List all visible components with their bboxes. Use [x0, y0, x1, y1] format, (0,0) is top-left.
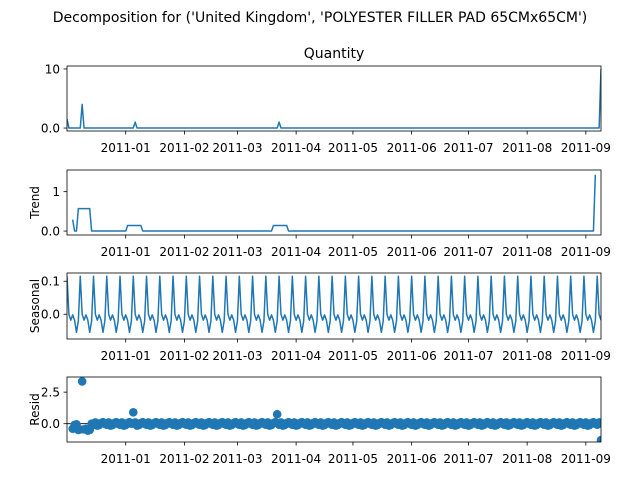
quantity-series-line — [67, 68, 601, 129]
seasonal-x-tick-label: 2011-06 — [387, 349, 437, 363]
seasonal-y-tick-label: 0.0 — [41, 308, 60, 322]
seasonal-x-tick-label: 2011-04 — [271, 349, 321, 363]
quantity-axes-frame — [66, 65, 602, 132]
seasonal-x-tick-label: 2011-01 — [101, 349, 151, 363]
resid-point — [594, 418, 601, 427]
trend-y-tick-label: 0.0 — [41, 224, 60, 238]
resid-y-axis-label: Resid — [28, 393, 42, 425]
seasonal-x-tick-label: 2011-09 — [561, 349, 611, 363]
quantity-x-tick-label: 2011-02 — [159, 141, 209, 155]
seasonal-x-tick-label: 2011-05 — [328, 349, 378, 363]
resid-axes-frame — [66, 376, 602, 443]
quantity-x-tick-label: 2011-06 — [387, 141, 437, 155]
resid-x-tick-label: 2011-05 — [328, 452, 378, 466]
resid-y-tick-label: 2.5 — [41, 385, 60, 399]
seasonal-panel: 0.0 0.1 2011-01 2011-02 2011-03 2011-04 2011-0… — [28, 272, 611, 363]
resid-x-tick-label: 2011-04 — [271, 452, 321, 466]
seasonal-x-tick-label: 2011-03 — [212, 349, 262, 363]
resid-point — [85, 425, 95, 435]
figure-suptitle: Decomposition for ('United Kingdom', 'PO… — [53, 10, 588, 26]
trend-x-tick-label: 2011-03 — [212, 245, 262, 259]
trend-x-tick-label: 2011-08 — [502, 245, 552, 259]
seasonal-axes-frame — [66, 272, 602, 340]
quantity-x-tick-label: 2011-01 — [101, 141, 151, 155]
seasonal-x-tick-label: 2011-07 — [443, 349, 493, 363]
trend-x-tick-label: 2011-09 — [561, 245, 611, 259]
quantity-x-tick-label: 2011-08 — [502, 141, 552, 155]
resid-x-tick-label: 2011-08 — [502, 452, 552, 466]
seasonal-y-axis-label: Seasonal — [28, 279, 42, 333]
resid-y-tick-label: 0.0 — [41, 417, 60, 431]
trend-axes-frame — [66, 169, 602, 236]
quantity-title: Quantity — [304, 46, 365, 62]
trend-x-tick-label: 2011-07 — [443, 245, 493, 259]
resid-x-tick-label: 2011-02 — [159, 452, 209, 466]
trend-plot-area — [71, 174, 597, 232]
seasonal-y-tick-label: 0.1 — [41, 275, 60, 289]
resid-point — [272, 409, 282, 419]
resid-panel: 0.0 2.5 2011-01 2011-02 2011-03 2011-04 2011-0… — [28, 376, 611, 466]
quantity-panel: 0.0 10 2011-01 2011-02 2011-03 2011-04 2011-05… — [41, 46, 611, 155]
trend-y-tick-label: 1 — [52, 185, 60, 199]
trend-x-tick-label: 2011-05 — [328, 245, 378, 259]
trend-x-tick-label: 2011-06 — [387, 245, 437, 259]
resid-x-tick-label: 2011-03 — [212, 452, 262, 466]
quantity-x-tick-label: 2011-07 — [443, 141, 493, 155]
resid-x-tick-label: 2011-01 — [101, 452, 151, 466]
trend-x-tick-label: 2011-02 — [159, 245, 209, 259]
quantity-plot-area — [67, 68, 601, 129]
seasonal-x-tick-label: 2011-08 — [502, 349, 552, 363]
resid-point — [128, 408, 138, 417]
seasonal-series-line — [67, 275, 601, 334]
quantity-x-tick-label: 2011-04 — [271, 141, 321, 155]
trend-x-tick-label: 2011-01 — [101, 245, 151, 259]
resid-x-tick-label: 2011-06 — [387, 452, 437, 466]
seasonal-x-tick-label: 2011-02 — [159, 349, 209, 363]
trend-panel: 0.0 1 2011-01 2011-02 2011-03 2011-04 2011-05 2… — [28, 169, 611, 259]
trend-y-axis-label: Trend — [28, 186, 42, 220]
quantity-x-tick-label: 2011-05 — [328, 141, 378, 155]
quantity-x-tick-label: 2011-03 — [212, 141, 262, 155]
resid-x-tick-label: 2011-09 — [561, 452, 611, 466]
quantity-x-tick-label: 2011-09 — [561, 141, 611, 155]
resid-point — [596, 435, 601, 442]
seasonal-plot-area — [67, 275, 601, 334]
trend-series-line — [71, 174, 597, 232]
resid-x-tick-label: 2011-07 — [443, 452, 493, 466]
quantity-y-tick-label: 10 — [45, 62, 60, 76]
quantity-y-tick-label: 0.0 — [41, 121, 60, 135]
resid-plot-area — [67, 377, 601, 442]
trend-x-tick-label: 2011-04 — [271, 245, 321, 259]
resid-point — [77, 377, 87, 386]
